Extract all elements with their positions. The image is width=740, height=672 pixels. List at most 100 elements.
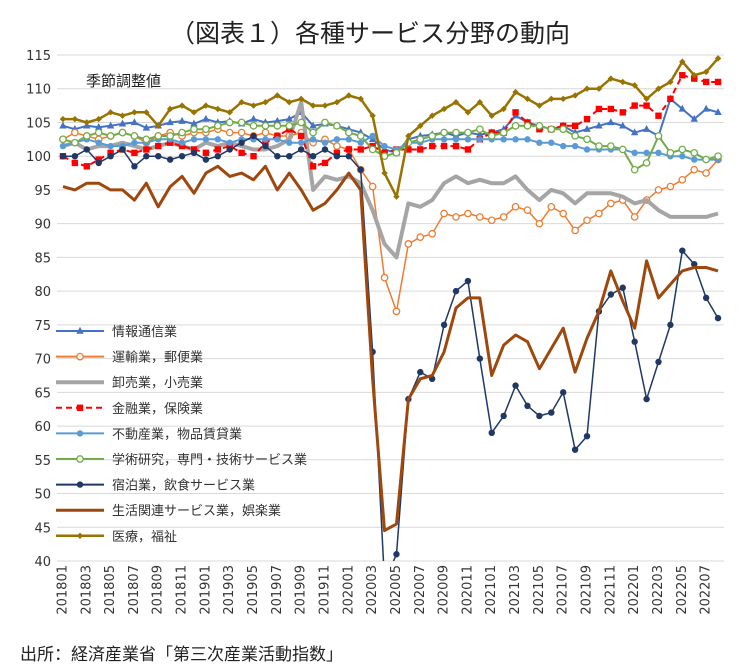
data-point: [190, 125, 198, 134]
data-point: [607, 118, 615, 126]
data-point: [238, 99, 245, 106]
data-point: [464, 109, 472, 116]
data-point: [678, 104, 687, 112]
series-5: [59, 118, 722, 174]
data-point: [655, 85, 662, 92]
data-point: [250, 153, 257, 160]
data-point: [274, 92, 281, 99]
data-point: [155, 153, 162, 160]
data-point: [595, 142, 603, 150]
data-point: [452, 99, 460, 106]
data-point: [678, 175, 687, 184]
data-point: [226, 109, 233, 116]
data-point: [630, 165, 639, 174]
legend-entry: 運輸業，郵便業: [56, 350, 203, 366]
data-point: [118, 119, 127, 127]
x-tick-label: 202105: [532, 565, 547, 615]
data-point: [202, 114, 210, 122]
data-point: [274, 132, 281, 140]
data-point: [71, 159, 79, 167]
data-point: [595, 121, 603, 129]
data-point: [142, 123, 151, 131]
data-point: [309, 102, 317, 109]
data-point: [643, 149, 650, 157]
data-point: [357, 139, 364, 146]
data-point: [595, 85, 603, 92]
data-point: [405, 132, 412, 140]
data-point: [702, 155, 710, 164]
data-point: [452, 128, 460, 137]
unit-note: 季節調整値: [86, 72, 162, 90]
data-point: [535, 219, 544, 228]
data-point: [428, 132, 437, 140]
data-point: [274, 136, 281, 143]
data-point: [630, 213, 639, 221]
data-point: [357, 166, 364, 173]
data-point: [631, 82, 638, 89]
x-tick-label: 202109: [580, 565, 595, 615]
data-point: [702, 294, 710, 302]
data-point: [643, 102, 650, 109]
y-tick-label: 65: [34, 386, 51, 401]
data-point: [619, 109, 626, 116]
data-point: [357, 146, 364, 153]
data-point: [702, 104, 710, 112]
data-point: [428, 142, 436, 150]
data-point: [83, 163, 90, 170]
data-point: [666, 182, 675, 191]
x-tick-label: 201909: [294, 565, 309, 615]
data-point: [500, 412, 507, 420]
data-point: [606, 199, 615, 208]
data-point: [381, 578, 387, 584]
data-point: [714, 108, 722, 116]
data-point: [249, 121, 258, 130]
legend-entry: 医療，福祉: [56, 530, 177, 545]
data-point: [119, 112, 126, 119]
data-point: [237, 128, 246, 137]
data-point: [95, 156, 102, 163]
legend-label: 金融業，保険業: [112, 401, 203, 417]
data-point: [106, 132, 115, 140]
data-point: [535, 121, 544, 130]
data-point: [464, 136, 472, 143]
data-point: [71, 153, 79, 160]
data-point: [583, 146, 591, 153]
data-point: [286, 153, 293, 160]
data-point: [250, 132, 257, 140]
data-point: [691, 75, 698, 82]
data-point: [488, 429, 495, 437]
data-point: [702, 169, 710, 177]
data-point: [225, 128, 234, 137]
data-point: [559, 209, 568, 218]
data-point: [393, 551, 400, 558]
data-point: [571, 132, 579, 140]
data-point: [487, 132, 496, 140]
data-point: [309, 136, 317, 143]
data-point: [630, 128, 639, 136]
data-point: [345, 136, 353, 143]
data-point: [143, 109, 150, 116]
data-point: [607, 105, 615, 113]
data-point: [428, 229, 437, 238]
data-point: [428, 112, 436, 119]
data-point: [476, 99, 484, 106]
data-point: [654, 132, 663, 140]
x-axis: 201801 201803 201805 201807 201809 201811 2019…: [55, 565, 713, 615]
data-point: [131, 163, 138, 170]
data-point: [583, 85, 591, 92]
legend-label: 生活関連サービス業，娯楽業: [112, 503, 281, 519]
data-point: [178, 142, 186, 150]
data-point: [643, 395, 650, 403]
x-tick-label: 201805: [103, 565, 118, 615]
data-point: [678, 145, 687, 154]
data-point: [392, 307, 401, 316]
x-tick-label: 202003: [365, 565, 380, 615]
data-point: [178, 153, 186, 160]
data-point: [618, 145, 627, 154]
data-point: [666, 148, 675, 157]
data-point: [321, 118, 329, 127]
data-point: [512, 382, 519, 389]
data-point: [702, 68, 710, 76]
legend-entry: 学術研究，専門・技術サービス業: [56, 452, 307, 468]
